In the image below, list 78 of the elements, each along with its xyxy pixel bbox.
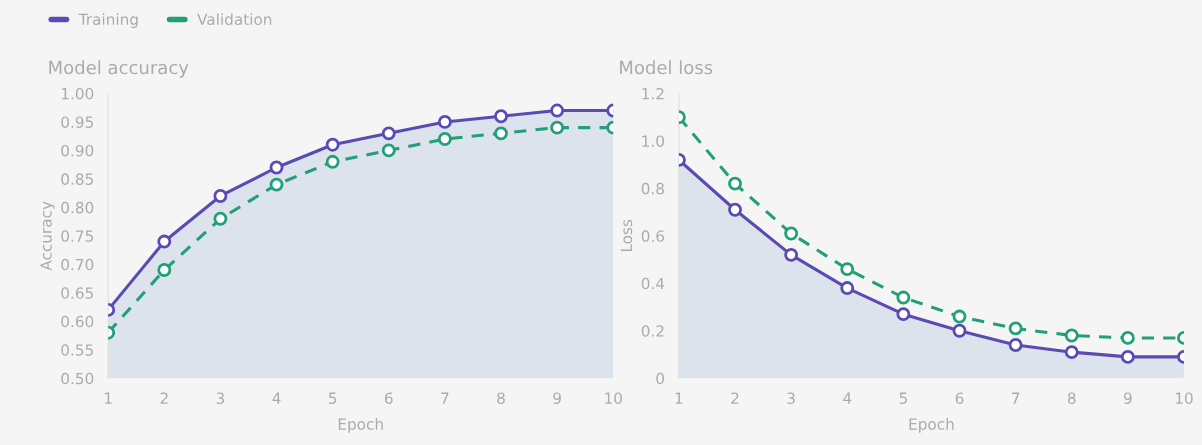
point [157,263,172,277]
point [269,177,284,192]
y-axis-title: Accuracy [40,201,55,271]
point [381,143,396,158]
y-tick-label: 0.4 [641,277,665,290]
point [381,126,396,141]
x-tick-label: 2 [731,392,739,404]
point [325,137,340,152]
x-tick-label: 3 [216,392,225,404]
x-tick-label: 1 [105,392,112,404]
point [325,154,340,169]
x-tick-label: 3 [787,392,795,404]
point [437,132,452,146]
point [840,262,855,277]
point [1120,349,1135,364]
point [952,323,967,338]
y-tick-label: 0.70 [61,258,94,271]
x-tick-label: 4 [272,392,281,404]
legend-label: Validation [197,13,272,26]
y-tick-label: 0.50 [61,372,94,385]
point [896,307,911,322]
point [728,202,742,217]
point [1008,338,1023,352]
point [550,120,565,135]
y-tick-label: 0.55 [61,344,93,356]
y-tick-label: 0.85 [61,173,93,185]
point [896,290,911,305]
point [157,234,172,249]
x-tick-label: 4 [843,392,852,404]
x-tick-label: 10 [1175,392,1193,404]
legend-label: Training [78,13,138,28]
y-tick-label: 0.65 [61,287,93,299]
point [784,226,799,241]
x-tick-label: 9 [553,392,561,404]
point [1008,321,1023,336]
x-tick-label: 1 [675,392,683,404]
x-tick-label: 5 [328,392,337,404]
point [728,176,742,191]
point [550,103,565,118]
x-tick-label: 10 [605,392,622,404]
x-tick-label: 7 [441,392,449,404]
y-tick-label: 0.6 [641,230,665,242]
x-tick-label: 9 [1123,392,1132,404]
y-tick-label: 0.80 [61,201,94,214]
y-tick-label: 0.60 [61,315,94,328]
point [213,211,228,226]
point [1064,328,1079,343]
x-axis-title: Epoch [338,418,383,433]
point [952,309,967,324]
y-tick-label: 0.95 [61,116,93,128]
y-tick-label: 0.75 [61,230,93,242]
y-tick-label: 1.0 [642,135,664,147]
point [840,281,855,296]
x-tick-label: 8 [1067,392,1076,404]
x-tick-label: 5 [899,392,907,404]
point [1120,330,1135,345]
point [1064,345,1079,360]
x-tick-label: 8 [497,392,505,404]
y-tick-label: 0.8 [641,182,664,195]
y-tick-label: 1.00 [61,87,94,100]
y-axis-title: Loss [620,219,633,252]
x-tick-label: 6 [384,392,393,404]
x-tick-label: 7 [1012,392,1020,404]
point [269,160,284,175]
x-tick-label: 6 [955,392,964,404]
y-tick-label: 0 [656,372,664,385]
x-tick-label: 2 [160,392,168,404]
point [437,114,452,129]
point [494,126,508,141]
chart-title: Model accuracy [49,60,189,78]
x-axis-title: Epoch [909,418,954,433]
y-tick-label: 0.90 [61,144,94,157]
chart-title: Model loss [620,60,713,75]
y-tick-label: 1.2 [642,87,664,100]
point [213,189,228,203]
point [784,247,799,262]
point [494,109,508,124]
y-tick-label: 0.2 [641,325,664,337]
